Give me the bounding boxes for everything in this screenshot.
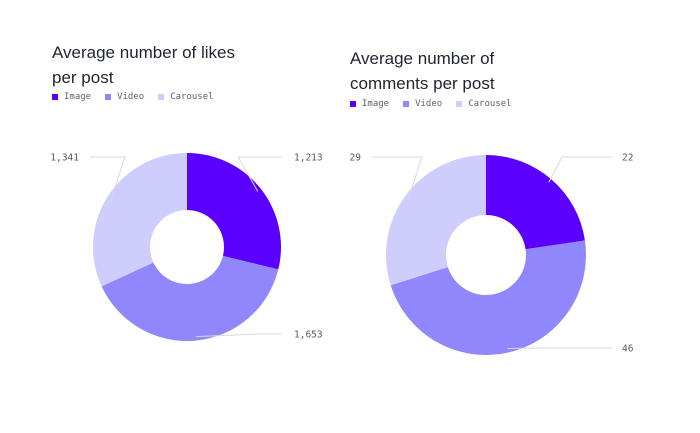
data-label-video: 1,653 bbox=[294, 330, 323, 341]
legend-item-video: Video bbox=[105, 92, 144, 102]
chart-title: Average number of likes per post bbox=[52, 43, 236, 87]
legend-swatch-image bbox=[52, 94, 58, 100]
legend-label: Video bbox=[117, 92, 145, 102]
leader-line bbox=[195, 333, 282, 338]
leader-line bbox=[90, 156, 126, 199]
leader-line bbox=[237, 156, 282, 192]
chart-legend: Image Video Carousel bbox=[350, 99, 512, 109]
leader-line bbox=[548, 156, 612, 183]
comments-donut-chart: 22 46 29 bbox=[350, 153, 634, 355]
chart-legend: Image Video Carousel bbox=[52, 92, 214, 102]
legend-swatch-video bbox=[403, 101, 410, 107]
legend-item-carousel: Carousel bbox=[456, 99, 512, 109]
legend-item-video: Video bbox=[403, 99, 442, 109]
legend-swatch-video bbox=[105, 94, 112, 100]
legend-label: Image bbox=[362, 99, 390, 109]
legend-swatch-carousel bbox=[456, 101, 463, 107]
legend-swatch-image bbox=[350, 101, 356, 107]
legend-label: Carousel bbox=[468, 99, 512, 109]
likes-donut-chart: 1,213 1,653 1,341 bbox=[50, 153, 323, 341]
donut-slice-video bbox=[390, 240, 586, 355]
legend-item-image: Image bbox=[52, 92, 91, 102]
chart-title: Average number of comments per post bbox=[350, 49, 495, 93]
legend-label: Carousel bbox=[170, 92, 214, 102]
leader-line bbox=[507, 347, 612, 350]
data-label-image: 1,213 bbox=[294, 153, 323, 164]
donut-slice-carousel bbox=[386, 155, 486, 286]
leader-line bbox=[372, 156, 423, 199]
data-label-image: 22 bbox=[622, 153, 633, 164]
donut-slice-video bbox=[101, 255, 279, 341]
data-label-video: 46 bbox=[622, 344, 634, 355]
legend-label: Image bbox=[64, 92, 92, 102]
comments-chart-panel: Average number of comments per post Imag… bbox=[300, 0, 700, 433]
data-label-carousel: 29 bbox=[350, 153, 362, 164]
donut-slice-carousel bbox=[93, 153, 187, 287]
donut-slice-image bbox=[486, 155, 585, 250]
likes-chart-panel: Average number of likes per post Image V… bbox=[50, 43, 323, 341]
donut-slice-image bbox=[187, 153, 281, 270]
data-label-carousel: 1,341 bbox=[50, 153, 79, 164]
legend-item-carousel: Carousel bbox=[158, 92, 214, 102]
legend-label: Video bbox=[415, 99, 443, 109]
legend-item-image: Image bbox=[350, 99, 389, 109]
legend-swatch-carousel bbox=[158, 94, 165, 100]
